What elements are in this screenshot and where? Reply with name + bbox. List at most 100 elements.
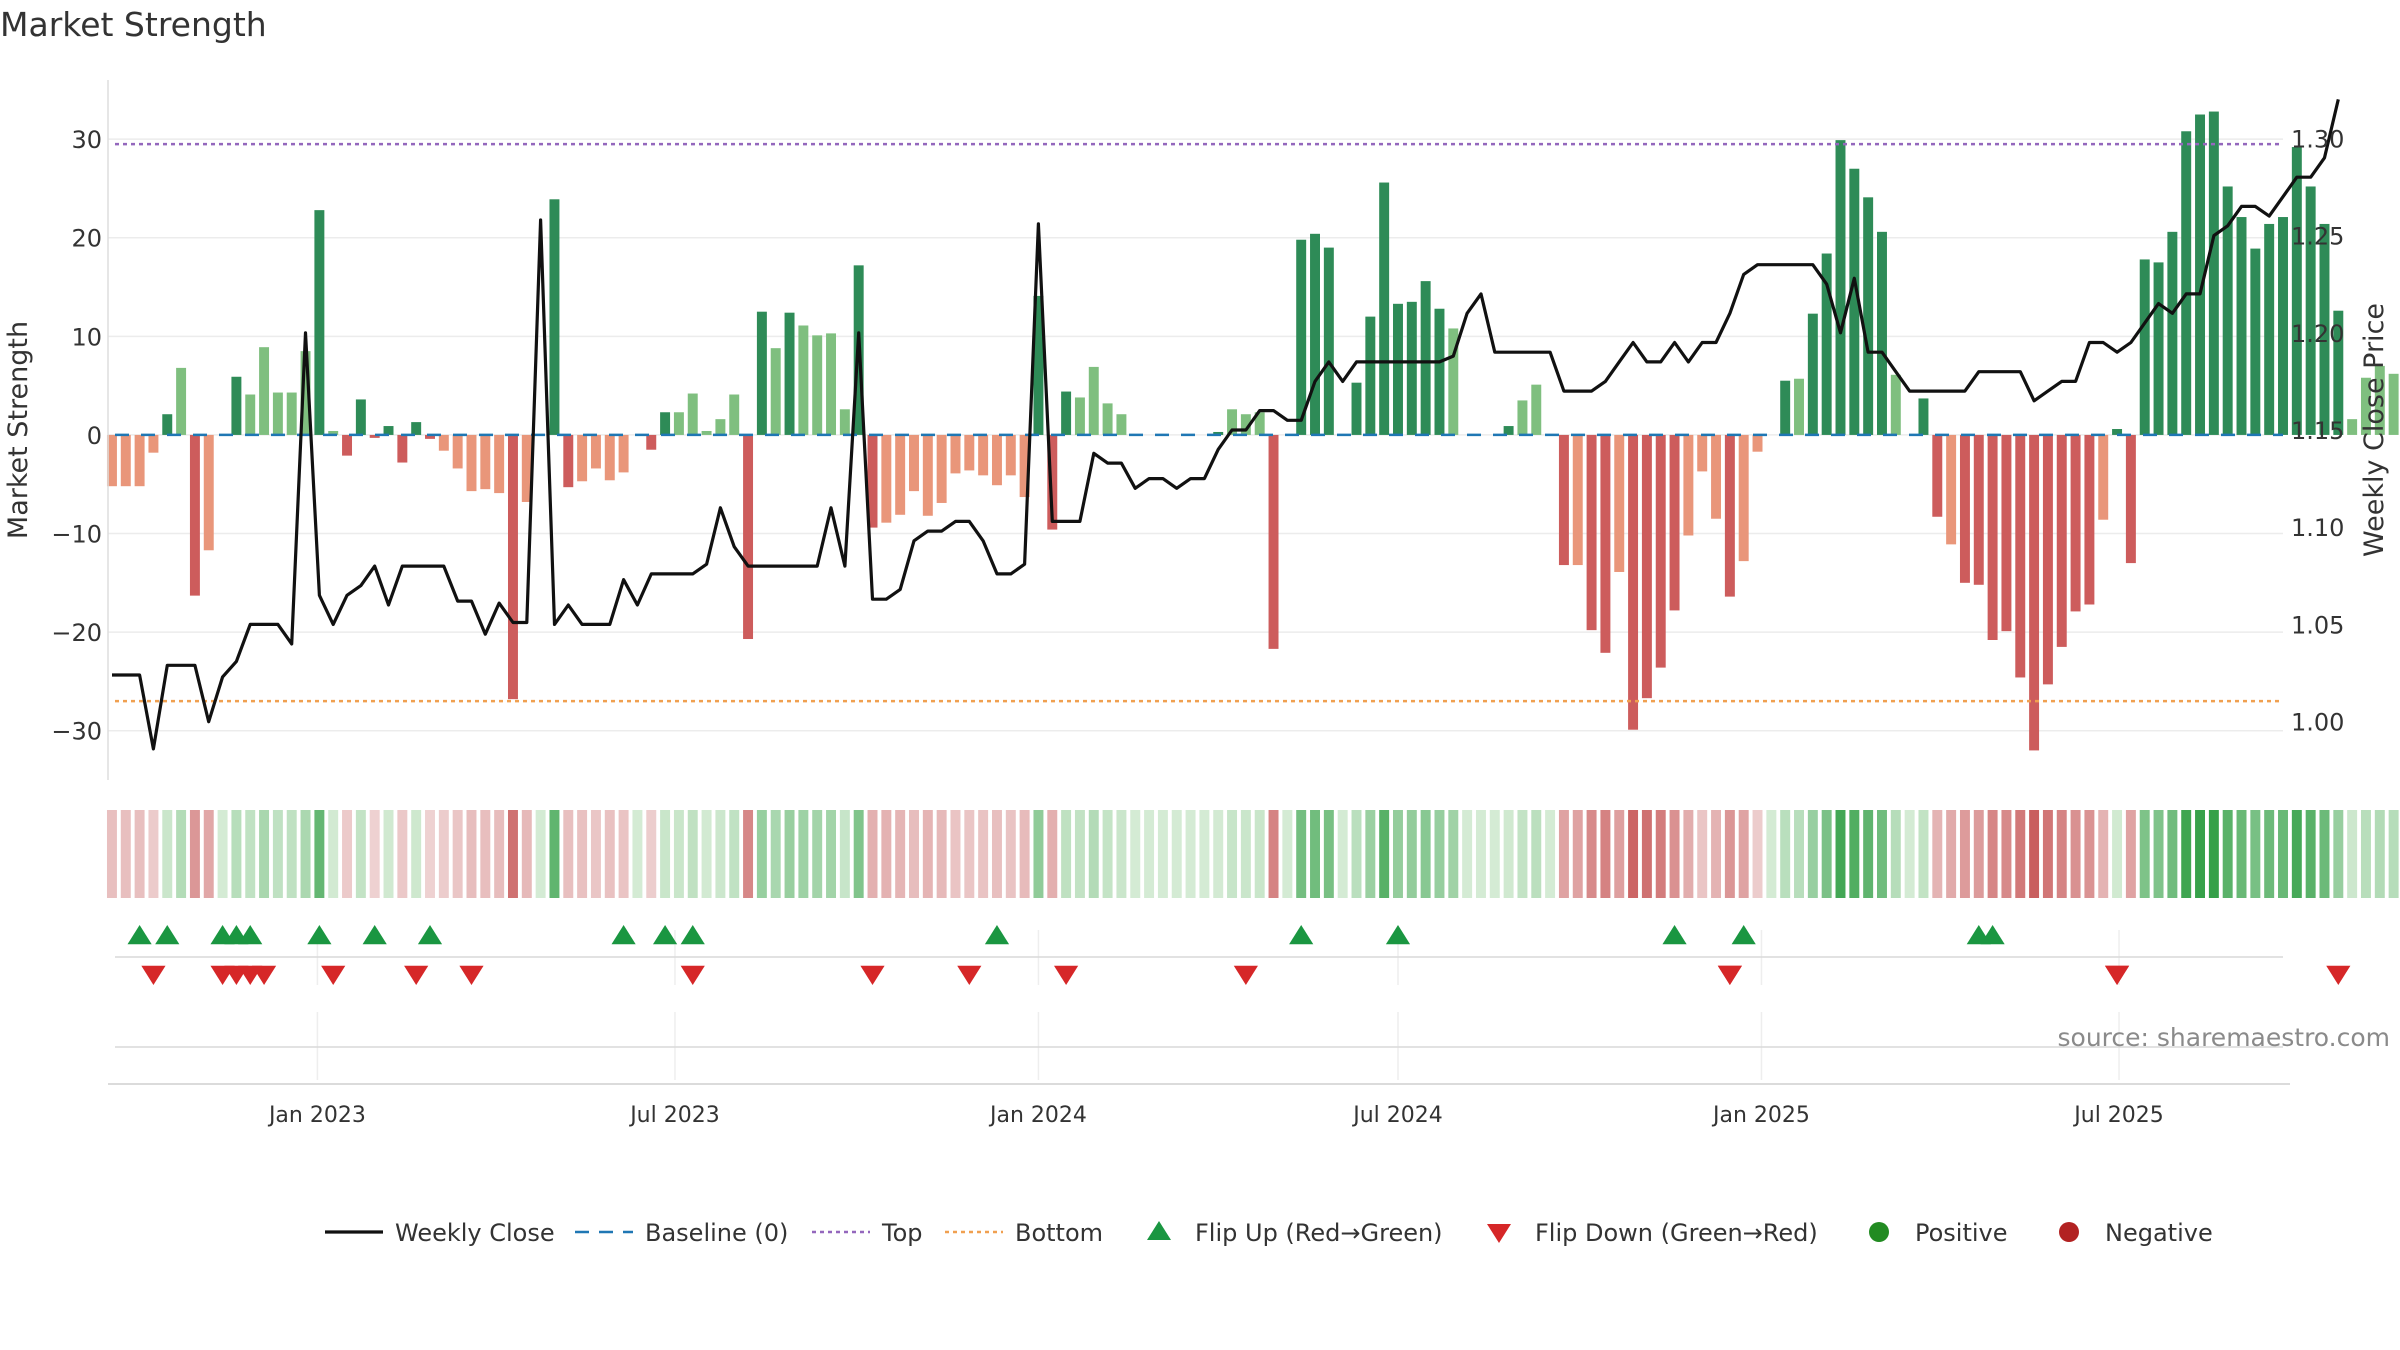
strength-bar — [231, 376, 242, 435]
strength-bar — [1531, 384, 1542, 435]
strength-bar — [245, 394, 256, 435]
strength-bar — [1323, 247, 1334, 435]
strength-bar — [1987, 434, 1998, 640]
strength-bar — [189, 434, 200, 596]
strength-bar — [2139, 259, 2150, 435]
y-tick-label: 30 — [71, 126, 102, 154]
flip-down-marker — [957, 965, 982, 985]
strength-bar — [1047, 434, 1058, 530]
strip-cell — [148, 810, 159, 898]
strength-bar — [715, 419, 726, 435]
strip-cell — [2167, 810, 2178, 898]
strength-bar — [660, 412, 671, 435]
weekly-close-path — [112, 99, 2340, 751]
strip-cell — [1904, 810, 1915, 898]
strip-cell — [2319, 810, 2330, 898]
strip-cell — [1351, 810, 1362, 898]
legend-positive-label: Positive — [1915, 1219, 2008, 1247]
strip-cell — [286, 810, 297, 898]
x-tick-label: Jan 2025 — [1711, 1103, 1810, 1128]
strength-bar — [466, 434, 477, 492]
strip-cell — [314, 810, 325, 898]
strength-bar — [2125, 434, 2136, 564]
legend-flip-down-label: Flip Down (Green→Red) — [1535, 1219, 1818, 1247]
strength-bar — [687, 393, 698, 435]
strip-cell — [770, 810, 781, 898]
strength-bar — [383, 426, 394, 435]
strength-bar — [2112, 429, 2123, 435]
strip-cell — [2333, 810, 2344, 898]
strength-bar — [2360, 377, 2371, 435]
strength-bar — [1683, 434, 1694, 536]
flip-down-marker — [2326, 965, 2351, 985]
strip-cell — [355, 810, 366, 898]
strip-cell — [217, 810, 228, 898]
strip-cell — [1628, 810, 1639, 898]
flip-up-marker — [1662, 925, 1687, 945]
strip-cell — [2084, 810, 2095, 898]
strength-bar — [549, 199, 560, 435]
strip-cell — [590, 810, 601, 898]
strip-cell — [839, 810, 850, 898]
flip-down-marker — [251, 965, 277, 985]
strip-cell — [2098, 810, 2109, 898]
strength-bar — [2167, 231, 2178, 435]
legend-top-label: Top — [881, 1219, 923, 1247]
strip-cell — [1503, 810, 1514, 898]
strength-bar — [452, 434, 463, 469]
strip-cell — [1877, 810, 1887, 898]
strength-bar — [1448, 328, 1459, 435]
strength-bar — [355, 399, 366, 435]
y2-tick-label: 1.00 — [2291, 709, 2344, 737]
strip-cell — [383, 810, 394, 898]
flip-down-marker — [404, 965, 429, 985]
strip-cell — [480, 810, 491, 898]
strength-bars — [106, 111, 2399, 751]
flip-down-marker — [459, 965, 484, 985]
strength-bar — [2208, 111, 2219, 435]
y2-axis-label: Weekly Close Price — [2359, 303, 2390, 557]
strength-bar — [2264, 223, 2275, 435]
strip-cell — [1448, 810, 1459, 898]
strip-cell — [369, 810, 380, 898]
strip-cell — [2347, 810, 2358, 898]
strip-cell — [1033, 810, 1044, 898]
legend-baseline-label: Baseline (0) — [645, 1219, 788, 1247]
strength-bar — [978, 434, 989, 476]
strip-cell — [2222, 810, 2233, 898]
strength-bar — [1586, 434, 1597, 631]
strip-cell — [189, 810, 200, 898]
strength-bar — [162, 414, 173, 435]
legend-weekly-close-label: Weekly Close — [395, 1219, 555, 1247]
strength-bar — [577, 434, 588, 482]
strip-cell — [2181, 810, 2192, 898]
strip-cell — [2015, 810, 2026, 898]
strip-cell — [1821, 810, 1832, 898]
strength-bar — [2305, 186, 2316, 435]
strip-cell — [1697, 810, 1708, 898]
strip-cell — [1752, 810, 1763, 898]
strength-bar — [964, 434, 975, 471]
strength-bar — [328, 430, 339, 435]
flip-up-marker — [307, 925, 332, 945]
flip-up-marker — [238, 925, 263, 945]
strength-bar — [1932, 434, 1943, 517]
legend-bottom-label: Bottom — [1015, 1219, 1103, 1247]
strip-cell — [1144, 810, 1155, 898]
strength-bar — [1393, 303, 1403, 435]
strength-bar — [1600, 434, 1611, 653]
strip-cell — [1420, 810, 1431, 898]
strip-cell — [632, 810, 643, 898]
strength-bar — [1821, 253, 1832, 435]
strip-cell — [964, 810, 975, 898]
x-tick-label: Jul 2023 — [628, 1103, 720, 1128]
flip-down-marker — [141, 965, 166, 985]
strength-bar — [259, 347, 270, 435]
strength-bar — [1434, 308, 1445, 435]
strength-bar — [936, 434, 947, 503]
strength-bar — [438, 434, 449, 451]
strength-bar — [286, 392, 297, 435]
chart-title: Market Strength — [0, 5, 267, 44]
